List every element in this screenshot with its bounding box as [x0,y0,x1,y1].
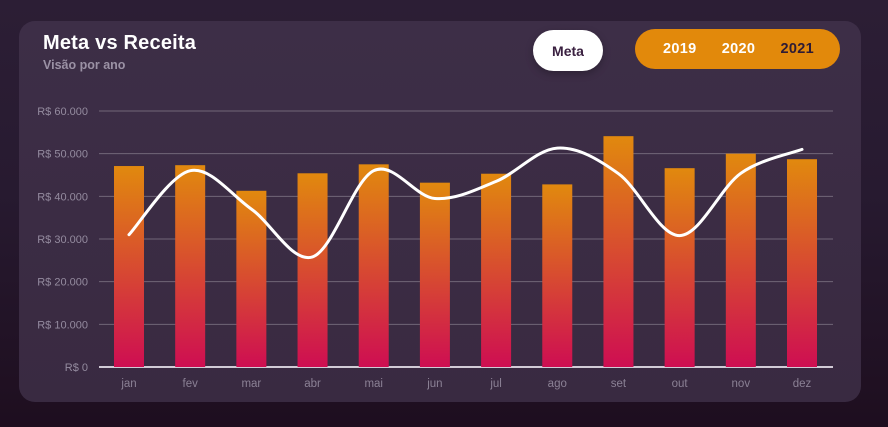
meta-toggle-button[interactable]: Meta [533,30,603,71]
year-option-2020[interactable]: 2020 [721,41,756,57]
year-selector: 2019 2020 2021 [635,29,840,69]
page-subtitle: Visão por ano [43,58,126,72]
year-option-2019[interactable]: 2019 [663,41,697,57]
chart-card: Meta vs Receita Visão por ano Meta 2019 … [19,21,861,402]
year-option-2021[interactable]: 2021 [780,41,814,57]
page-title: Meta vs Receita [43,32,197,54]
